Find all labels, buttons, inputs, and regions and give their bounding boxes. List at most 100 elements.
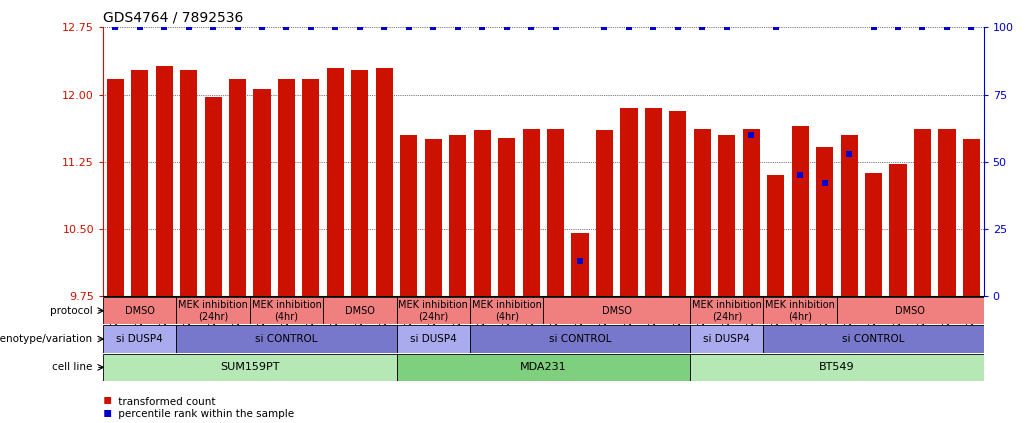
Bar: [253, 89, 271, 296]
Bar: [424, 140, 442, 296]
Text: si CONTROL: si CONTROL: [549, 334, 611, 344]
Point: [743, 132, 759, 138]
Text: MEK inhibition
(4hr): MEK inhibition (4hr): [765, 300, 835, 321]
Point: [792, 172, 809, 179]
Point: [205, 24, 221, 31]
Text: si DUSP4: si DUSP4: [116, 334, 163, 344]
Point: [499, 24, 515, 31]
Point: [376, 24, 392, 31]
Bar: [792, 126, 809, 296]
Text: si DUSP4: si DUSP4: [703, 334, 750, 344]
Text: si DUSP4: si DUSP4: [410, 334, 456, 344]
Bar: [278, 79, 295, 296]
Bar: [572, 233, 588, 296]
Bar: [470, 297, 543, 324]
Point: [180, 24, 197, 31]
Bar: [397, 354, 690, 381]
Point: [449, 24, 466, 31]
Text: protocol: protocol: [49, 306, 93, 316]
Bar: [327, 68, 344, 296]
Text: ▪: ▪: [103, 393, 112, 407]
Text: MEK inhibition
(24hr): MEK inhibition (24hr): [692, 300, 762, 321]
Bar: [763, 325, 984, 353]
Bar: [763, 297, 836, 324]
Bar: [205, 97, 221, 296]
Bar: [670, 111, 686, 296]
Point: [107, 24, 124, 31]
Bar: [522, 129, 540, 296]
Bar: [499, 137, 515, 296]
Bar: [103, 354, 397, 381]
Bar: [963, 140, 980, 296]
Point: [572, 258, 588, 264]
Text: percentile rank within the sample: percentile rank within the sample: [115, 409, 295, 419]
Bar: [474, 130, 490, 296]
Text: BT549: BT549: [819, 363, 855, 372]
Point: [670, 24, 686, 31]
Point: [694, 24, 711, 31]
Point: [938, 24, 955, 31]
Bar: [767, 175, 784, 296]
Point: [401, 24, 417, 31]
Point: [596, 24, 613, 31]
Bar: [180, 69, 197, 296]
Bar: [107, 79, 124, 296]
Point: [963, 24, 980, 31]
Text: SUM159PT: SUM159PT: [220, 363, 279, 372]
Bar: [690, 297, 763, 324]
Bar: [376, 68, 392, 296]
Point: [645, 24, 661, 31]
Text: cell line: cell line: [53, 363, 93, 372]
Bar: [131, 69, 148, 296]
Point: [523, 24, 540, 31]
Point: [865, 24, 882, 31]
Bar: [397, 297, 470, 324]
Bar: [816, 147, 833, 296]
Bar: [544, 297, 690, 324]
Text: si CONTROL: si CONTROL: [255, 334, 317, 344]
Point: [621, 24, 638, 31]
Text: GDS4764 / 7892536: GDS4764 / 7892536: [103, 11, 243, 25]
Bar: [401, 135, 417, 296]
Bar: [449, 135, 467, 296]
Text: MEK inhibition
(4hr): MEK inhibition (4hr): [472, 300, 542, 321]
Text: transformed count: transformed count: [115, 396, 216, 407]
Point: [253, 24, 270, 31]
Point: [719, 24, 735, 31]
Bar: [694, 129, 711, 296]
Text: si CONTROL: si CONTROL: [843, 334, 904, 344]
Bar: [176, 325, 397, 353]
Bar: [303, 79, 319, 296]
Text: MEK inhibition
(24hr): MEK inhibition (24hr): [178, 300, 248, 321]
Bar: [840, 135, 858, 296]
Bar: [718, 135, 735, 296]
Point: [817, 180, 833, 187]
Bar: [690, 325, 763, 353]
Text: ▪: ▪: [103, 405, 112, 419]
Point: [303, 24, 319, 31]
Point: [890, 24, 906, 31]
Bar: [103, 297, 176, 324]
Text: DMSO: DMSO: [125, 306, 154, 316]
Bar: [103, 325, 176, 353]
Point: [230, 24, 246, 31]
Point: [328, 24, 344, 31]
Point: [425, 24, 442, 31]
Bar: [547, 129, 564, 296]
Bar: [645, 108, 662, 296]
Text: genotype/variation: genotype/variation: [0, 334, 93, 344]
Point: [474, 24, 490, 31]
Bar: [249, 297, 323, 324]
Bar: [156, 66, 173, 296]
Bar: [865, 173, 882, 296]
Point: [132, 24, 148, 31]
Bar: [890, 165, 906, 296]
Text: DMSO: DMSO: [602, 306, 631, 316]
Point: [547, 24, 563, 31]
Bar: [938, 129, 956, 296]
Bar: [351, 69, 369, 296]
Point: [915, 24, 931, 31]
Point: [767, 24, 784, 31]
Point: [278, 24, 295, 31]
Text: DMSO: DMSO: [895, 306, 925, 316]
